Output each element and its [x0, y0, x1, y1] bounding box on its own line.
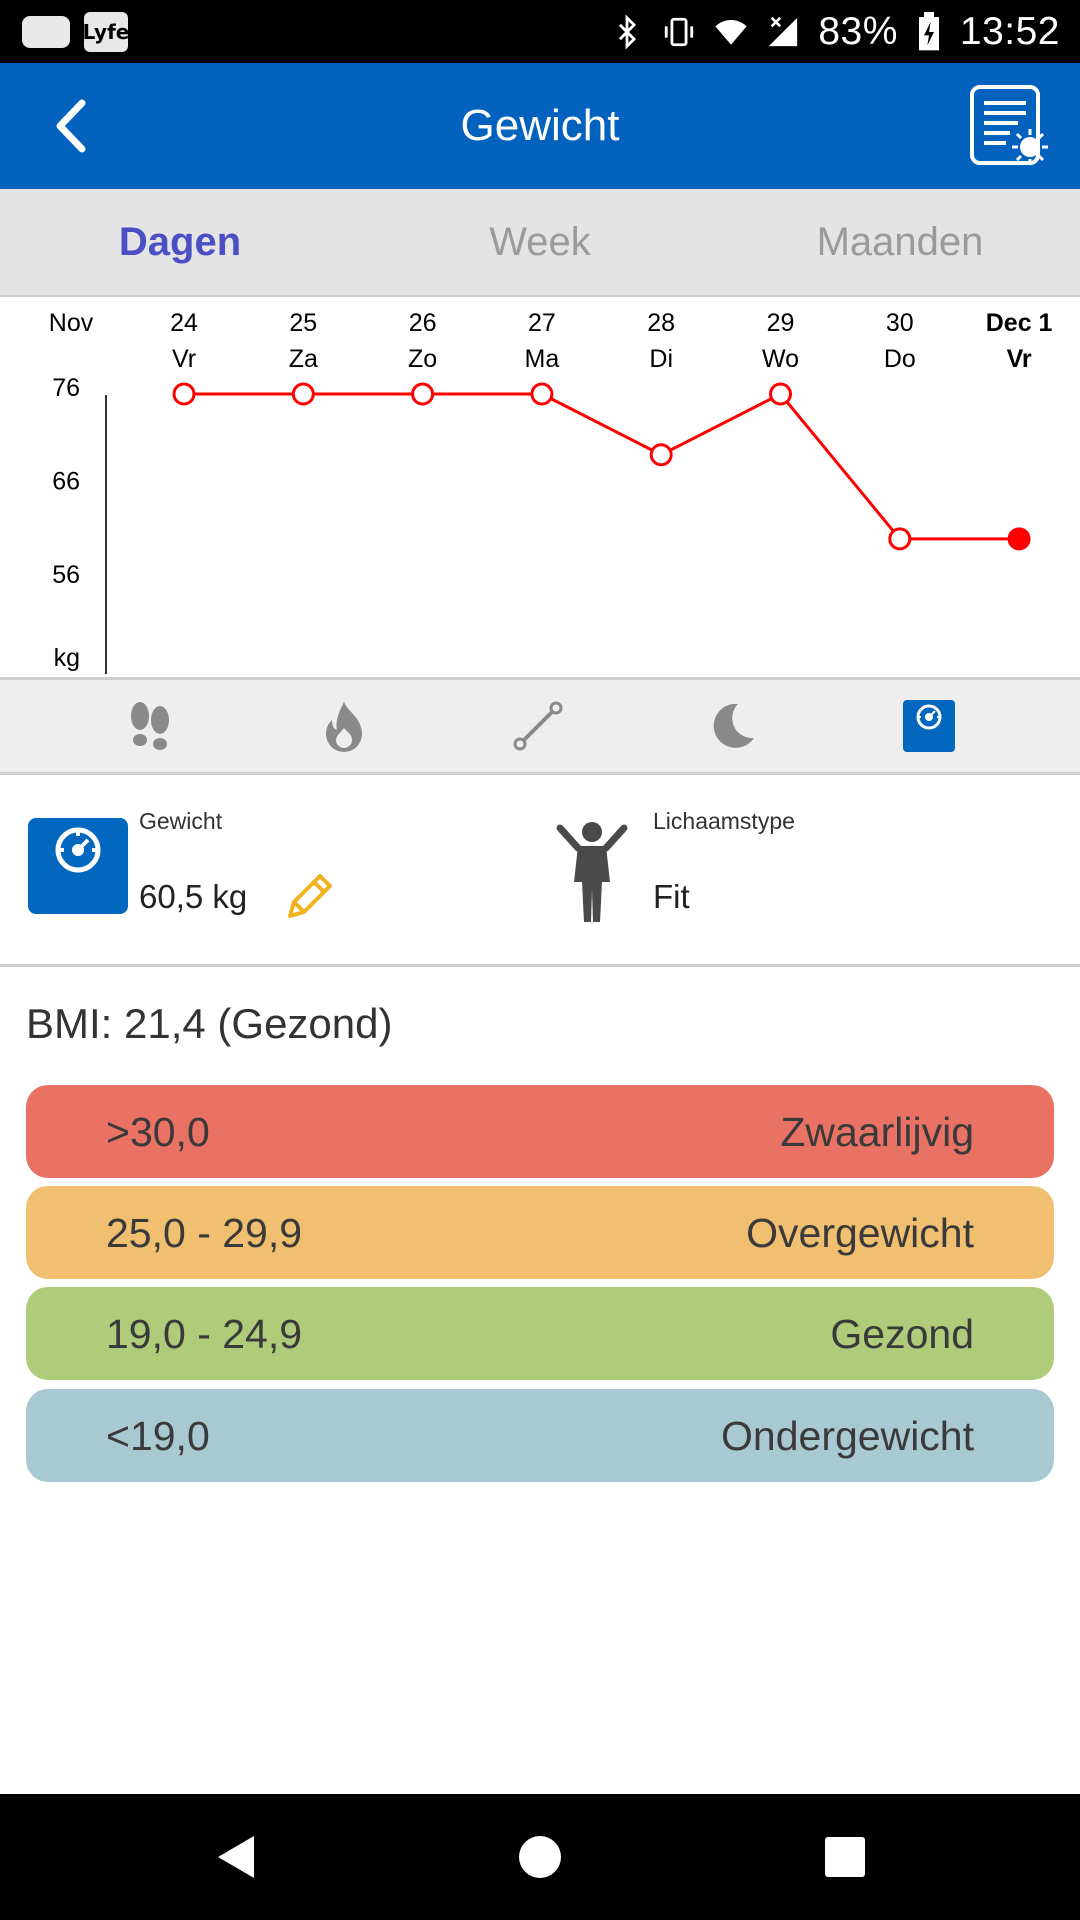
tab-maanden[interactable]: Maanden — [816, 220, 984, 264]
chart-x-weekday-label: Di — [649, 345, 673, 373]
bmi-row-overgewicht: 25,0 - 29,9 Overgewicht — [26, 1186, 1054, 1279]
report-icon — [970, 85, 1048, 165]
report-button[interactable] — [968, 83, 1048, 167]
chart-point — [530, 382, 554, 406]
chart-x-day-label: 28 — [647, 309, 675, 337]
bmi-range: <19,0 — [106, 1413, 210, 1459]
chart-x-weekday-label: Vr — [1007, 345, 1032, 373]
bmi-row-gezond: 19,0 - 24,9 Gezond — [26, 1287, 1054, 1380]
chart-x-weekday-label: Zo — [408, 345, 437, 373]
nav-recents-button[interactable] — [820, 1832, 870, 1882]
bmi-range: 25,0 - 29,9 — [106, 1210, 303, 1256]
chart-x-day-label: 24 — [170, 309, 198, 337]
weight-info: Gewicht 60,5 kg Lichaamstype Fit — [0, 772, 1080, 967]
chart-point — [649, 443, 673, 467]
chart-x-day-label: 29 — [767, 309, 795, 337]
message-icon — [22, 16, 70, 48]
chart-x-day-label: Dec 1 — [986, 309, 1053, 337]
tab-dagen[interactable]: Dagen — [118, 220, 242, 264]
chart-month-label: Nov — [49, 309, 94, 337]
chart-x-weekday-label: Do — [884, 345, 916, 373]
status-bar: Lyfe 83% 13:52 — [0, 0, 1080, 63]
bmi-row-zwaarlijvig: >30,0 Zwaarlijvig — [26, 1085, 1054, 1178]
vibrate-icon — [665, 17, 694, 46]
nav-home-button[interactable] — [515, 1832, 565, 1882]
bmi-row-ondergewicht: <19,0 Ondergewicht — [26, 1389, 1054, 1482]
signal-icon — [769, 16, 798, 46]
bmi-range: 19,0 - 24,9 — [106, 1311, 303, 1357]
chart-x-day-label: 30 — [886, 309, 914, 337]
weight-value: 60,5 kg — [139, 878, 248, 915]
weight-label: Gewicht — [139, 808, 223, 834]
battery-percent: 83% — [818, 9, 898, 53]
system-nav-bar — [0, 1794, 1080, 1920]
chart-point — [291, 382, 315, 406]
footsteps-icon[interactable] — [122, 698, 178, 754]
bmi-title: BMI: 21,4 (Gezond) — [26, 1000, 393, 1047]
chart-y-tick-label: 76 — [52, 374, 80, 402]
scale-tile-icon — [28, 818, 128, 914]
chart-x-day-label: 26 — [409, 309, 437, 337]
period-tabs: Dagen Week Maanden — [0, 189, 1080, 297]
bmi-category: Gezond — [830, 1311, 974, 1357]
back-button[interactable] — [40, 91, 110, 161]
chart-x-weekday-label: Wo — [762, 345, 799, 373]
scale-icon[interactable] — [902, 699, 956, 753]
pencil-icon[interactable] — [282, 870, 336, 924]
metric-icon-strip — [0, 677, 1080, 775]
chart-x-day-label: 27 — [528, 309, 556, 337]
bmi-category: Overgewicht — [746, 1210, 974, 1256]
lyfe-app-label: Lyfe — [82, 20, 130, 44]
chart-series-line — [184, 392, 1020, 541]
chart-point — [888, 527, 912, 551]
chart-y-tick-label: 56 — [52, 561, 80, 589]
body-type-label: Lichaamstype — [653, 808, 795, 834]
chart-point — [769, 382, 792, 406]
page-title: Gewicht — [460, 101, 620, 150]
chart-x-weekday-label: Ma — [525, 345, 560, 373]
distance-icon[interactable] — [510, 698, 566, 754]
lyfe-app-icon: Lyfe — [82, 12, 130, 52]
chart-x-weekday-label: Vr — [172, 345, 196, 373]
bmi-category: Zwaarlijvig — [780, 1109, 974, 1155]
chart-y-tick-label: 66 — [52, 468, 80, 496]
nav-back-button[interactable] — [212, 1832, 262, 1882]
app-bar: Gewicht — [0, 63, 1080, 189]
wifi-icon — [715, 19, 747, 45]
chart-point-selected — [1007, 527, 1031, 551]
chevron-left-icon — [56, 99, 86, 153]
battery-charging-icon — [918, 11, 939, 50]
weight-chart: Nov 24 Vr 25 Za 26 Zo 27 Ma 28 Di 29 Wo 30 Do Dec 1 Vr 76… — [49, 309, 1053, 674]
chart-x-day-label: 25 — [289, 309, 317, 337]
bmi-range: >30,0 — [106, 1109, 210, 1155]
chart-x-weekday-label: Za — [289, 345, 318, 373]
chart-point — [172, 382, 196, 406]
body-type-value: Fit — [653, 878, 690, 915]
body-type-icon — [556, 822, 628, 922]
clock: 13:52 — [959, 9, 1060, 53]
tab-week[interactable]: Week — [489, 220, 591, 264]
chart-y-unit-label: kg — [54, 644, 80, 672]
chart-point — [411, 382, 435, 406]
moon-icon[interactable] — [704, 698, 760, 754]
flame-icon[interactable] — [316, 698, 372, 754]
bluetooth-icon — [619, 13, 637, 50]
bmi-category: Ondergewicht — [721, 1413, 974, 1459]
